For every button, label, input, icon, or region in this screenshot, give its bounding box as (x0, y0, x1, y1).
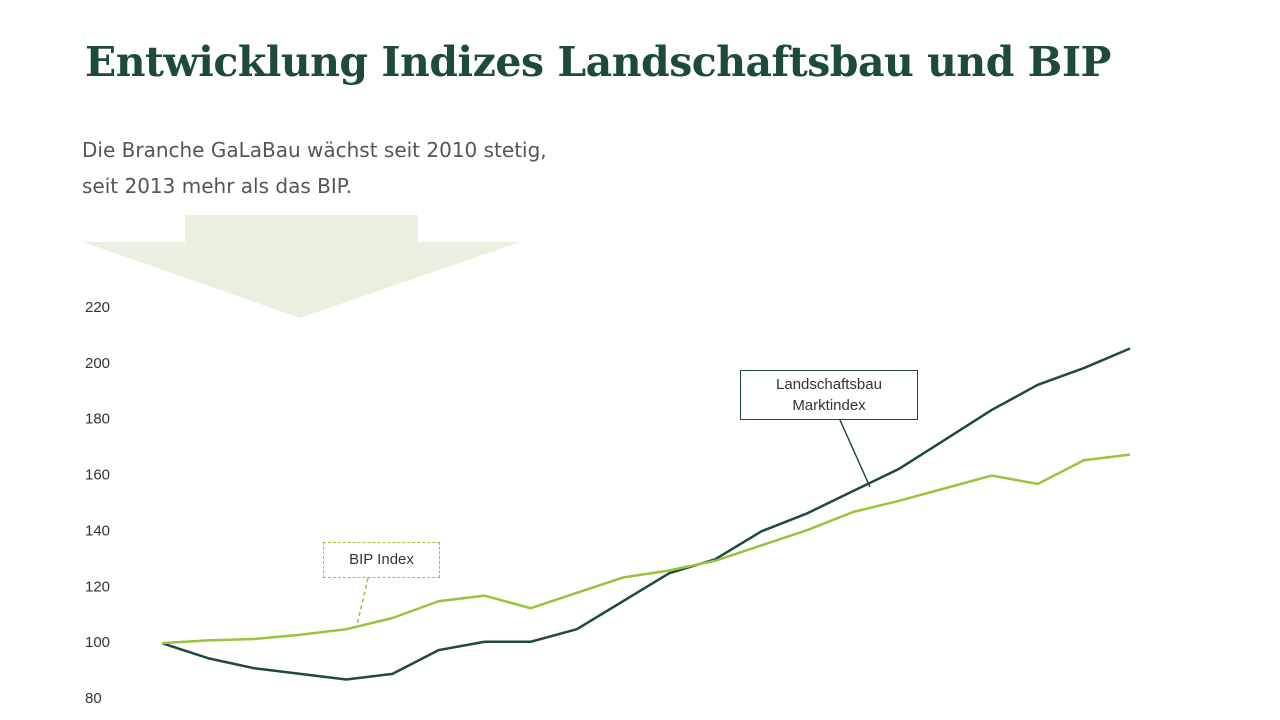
y-tick-label: 220 (85, 299, 110, 316)
y-tick-label: 80 (85, 690, 102, 707)
y-tick-label: 200 (85, 355, 110, 372)
series-label: BIP Index (323, 542, 440, 578)
annotation-pointer (356, 577, 369, 626)
series-line (161, 347, 1131, 681)
annotation-pointer (839, 419, 871, 488)
y-tick-label: 160 (85, 467, 110, 484)
chart-subtitle: Die Branche GaLaBau wächst seit 2010 ste… (82, 138, 547, 198)
y-tick-label: 180 (85, 411, 110, 428)
y-tick-label: 100 (85, 634, 110, 651)
series-label: Landschaftsbau Marktindex (740, 370, 918, 420)
chart-title: Entwicklung Indizes Landschaftsbau und B… (85, 38, 1111, 86)
arrow-decoration (83, 215, 520, 318)
y-tick-label: 140 (85, 522, 110, 539)
y-tick-label: 120 (85, 578, 110, 595)
series-line (161, 453, 1131, 645)
